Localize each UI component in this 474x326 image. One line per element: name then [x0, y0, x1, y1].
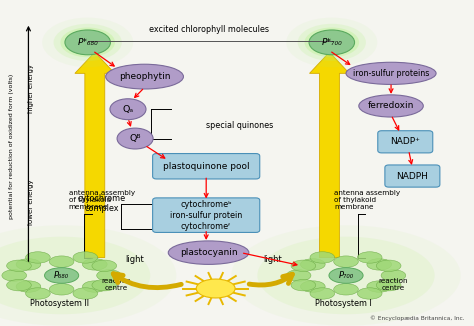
- Text: P*₇₀₀: P*₇₀₀: [321, 38, 342, 47]
- Ellipse shape: [92, 260, 117, 272]
- Text: Qᴮ: Qᴮ: [129, 134, 141, 143]
- Ellipse shape: [92, 279, 117, 291]
- Ellipse shape: [7, 279, 31, 291]
- Ellipse shape: [26, 288, 50, 299]
- Ellipse shape: [2, 270, 27, 281]
- Text: light: light: [126, 255, 145, 264]
- Ellipse shape: [16, 281, 41, 292]
- Text: cytochrome
complex: cytochrome complex: [78, 194, 126, 214]
- Ellipse shape: [376, 260, 401, 272]
- Ellipse shape: [376, 279, 401, 291]
- Ellipse shape: [26, 252, 50, 263]
- Text: NADP⁺: NADP⁺: [390, 137, 420, 146]
- Ellipse shape: [49, 256, 74, 267]
- Ellipse shape: [286, 18, 377, 67]
- Text: Photosystem I: Photosystem I: [315, 299, 372, 308]
- FancyBboxPatch shape: [385, 165, 440, 187]
- Ellipse shape: [7, 260, 31, 272]
- Ellipse shape: [82, 281, 107, 292]
- Text: iron-sulfur proteins: iron-sulfur proteins: [353, 69, 429, 78]
- Ellipse shape: [310, 252, 335, 263]
- Ellipse shape: [310, 288, 335, 299]
- Text: plastoquinone pool: plastoquinone pool: [163, 162, 249, 171]
- Ellipse shape: [60, 27, 115, 57]
- Text: P*₆₈₀: P*₆₈₀: [77, 38, 98, 47]
- Text: P₆₈₀: P₆₈₀: [54, 271, 69, 280]
- Ellipse shape: [291, 260, 316, 272]
- Text: NADPH: NADPH: [396, 171, 428, 181]
- Ellipse shape: [367, 259, 392, 270]
- Ellipse shape: [49, 284, 74, 295]
- Ellipse shape: [0, 225, 176, 326]
- Text: P₇₀₀: P₇₀₀: [338, 271, 354, 280]
- Text: pheophytin: pheophytin: [119, 72, 170, 81]
- Ellipse shape: [334, 284, 358, 295]
- Ellipse shape: [309, 30, 355, 55]
- Ellipse shape: [117, 128, 153, 149]
- Text: reaction
centre: reaction centre: [379, 278, 408, 291]
- Ellipse shape: [357, 288, 382, 299]
- Ellipse shape: [0, 237, 150, 314]
- Ellipse shape: [301, 281, 325, 292]
- Ellipse shape: [73, 252, 98, 263]
- FancyBboxPatch shape: [378, 131, 433, 153]
- FancyBboxPatch shape: [153, 154, 260, 179]
- Ellipse shape: [97, 270, 121, 281]
- Text: reaction
centre: reaction centre: [101, 278, 131, 291]
- Text: antenna assembly
of thylakoid
membrane: antenna assembly of thylakoid membrane: [334, 190, 401, 211]
- Ellipse shape: [231, 225, 461, 326]
- Ellipse shape: [334, 256, 358, 267]
- Ellipse shape: [82, 259, 107, 270]
- Ellipse shape: [257, 237, 435, 314]
- Text: antenna assembly
of thylakoid
membrane: antenna assembly of thylakoid membrane: [69, 190, 135, 211]
- Text: Photosystem II: Photosystem II: [30, 299, 89, 308]
- Ellipse shape: [73, 288, 98, 299]
- Text: Qₐ: Qₐ: [122, 105, 134, 114]
- Ellipse shape: [42, 18, 133, 67]
- Ellipse shape: [359, 95, 423, 117]
- Text: light: light: [263, 255, 282, 264]
- Text: lower energy: lower energy: [28, 179, 34, 225]
- Ellipse shape: [168, 241, 249, 264]
- Text: higher energy: higher energy: [28, 64, 34, 112]
- FancyBboxPatch shape: [153, 198, 260, 232]
- Ellipse shape: [196, 279, 235, 298]
- Ellipse shape: [286, 270, 311, 281]
- Text: © Encyclopædia Britannica, Inc.: © Encyclopædia Britannica, Inc.: [370, 316, 465, 321]
- Ellipse shape: [45, 268, 79, 283]
- Ellipse shape: [106, 64, 183, 89]
- Ellipse shape: [301, 259, 325, 270]
- Ellipse shape: [54, 24, 122, 61]
- Text: ferredoxin: ferredoxin: [368, 101, 414, 111]
- Ellipse shape: [367, 281, 392, 292]
- FancyArrow shape: [310, 52, 349, 258]
- Ellipse shape: [65, 30, 110, 55]
- Text: cytochromeᵇ
iron-sulfur protein
cytochromeᶠ: cytochromeᵇ iron-sulfur protein cytochro…: [170, 200, 242, 231]
- Ellipse shape: [110, 99, 146, 120]
- Text: special quinones: special quinones: [206, 121, 273, 130]
- Ellipse shape: [329, 268, 363, 283]
- Ellipse shape: [16, 259, 41, 270]
- Ellipse shape: [381, 270, 406, 281]
- FancyArrow shape: [75, 52, 115, 258]
- Ellipse shape: [298, 24, 366, 61]
- Text: excited chlorophyll molecules: excited chlorophyll molecules: [148, 25, 269, 34]
- Text: plastocyanin: plastocyanin: [180, 248, 237, 257]
- Ellipse shape: [357, 252, 382, 263]
- Ellipse shape: [346, 62, 436, 84]
- Ellipse shape: [291, 279, 316, 291]
- Text: potential for reduction of oxidized form (volts): potential for reduction of oxidized form…: [9, 74, 14, 219]
- Ellipse shape: [304, 27, 359, 57]
